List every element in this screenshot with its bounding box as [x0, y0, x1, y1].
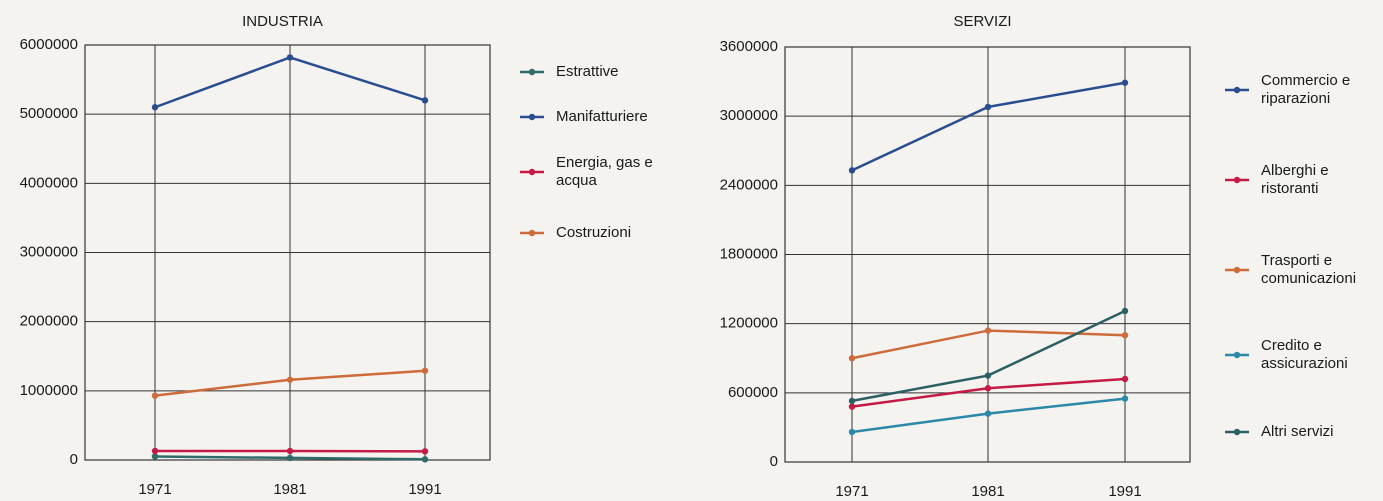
- point: [1121, 395, 1129, 402]
- point: [848, 167, 856, 174]
- x-tick-label: 1971: [835, 483, 868, 500]
- y-tick-label: 0: [70, 451, 78, 468]
- y-tick-label: 600000: [728, 384, 778, 401]
- point: [151, 447, 159, 455]
- legend-dot: [528, 113, 536, 121]
- chart-title: SERVIZI: [953, 13, 1011, 30]
- legend-dot: [1233, 351, 1241, 359]
- point: [151, 392, 159, 399]
- point: [984, 385, 992, 392]
- point: [286, 454, 294, 462]
- y-tick-label: 2400000: [720, 176, 778, 193]
- y-tick-label: 5000000: [20, 105, 78, 122]
- y-tick-label: 3000000: [20, 243, 78, 260]
- y-tick-label: 3000000: [720, 107, 778, 124]
- y-tick-label: 4000000: [20, 174, 78, 191]
- x-tick-label: 1981: [971, 483, 1004, 500]
- legend-label: Costruzioni: [556, 224, 632, 241]
- y-tick-label: 6000000: [20, 36, 78, 53]
- point: [984, 103, 992, 111]
- point: [984, 410, 992, 417]
- legend-label: Credito e assicurazioni: [1261, 337, 1348, 372]
- legend-label: Commercio e riparazioni: [1261, 72, 1351, 107]
- point: [421, 367, 429, 374]
- x-tick-label: 1991: [408, 481, 441, 498]
- point: [984, 372, 992, 379]
- legend-dot: [528, 168, 536, 176]
- chart-title: INDUSTRIA: [242, 13, 323, 30]
- legend-label: Manifatturiere: [556, 108, 648, 125]
- y-tick-label: 1200000: [720, 315, 778, 332]
- x-tick-label: 1971: [138, 481, 171, 498]
- point: [848, 428, 856, 436]
- point: [848, 403, 856, 410]
- x-tick-label: 1981: [273, 481, 306, 498]
- point: [1121, 375, 1129, 383]
- y-tick-label: 2000000: [20, 313, 78, 330]
- legend-dot: [1233, 266, 1241, 274]
- point: [151, 104, 159, 111]
- legend-dot: [1233, 86, 1241, 94]
- legend-dot: [1233, 428, 1241, 436]
- point: [1121, 79, 1129, 86]
- y-tick-label: 1000000: [20, 382, 78, 399]
- point: [1121, 331, 1129, 339]
- legend-dot: [1233, 176, 1241, 184]
- legend-label: Estrattive: [556, 63, 619, 80]
- point: [421, 97, 429, 104]
- point: [286, 376, 294, 383]
- legend-label: Trasporti e comunicazioni: [1261, 252, 1357, 287]
- point: [848, 355, 856, 362]
- plot-frame: [84, 44, 491, 461]
- y-tick-label: 0: [770, 453, 778, 470]
- point: [286, 54, 294, 61]
- point: [151, 453, 159, 460]
- legend-label: Alberghi e ristoranti: [1261, 162, 1329, 197]
- legend-dot: [528, 229, 536, 237]
- point: [1121, 307, 1129, 315]
- point: [984, 327, 992, 334]
- x-tick-label: 1991: [1108, 483, 1141, 500]
- point: [286, 447, 294, 455]
- point: [421, 448, 429, 455]
- legend-dot: [528, 68, 536, 76]
- legend-label: Energia, gas e acqua: [556, 154, 653, 189]
- y-tick-label: 3600000: [720, 38, 778, 55]
- point: [848, 397, 856, 405]
- legend-label: Altri servizi: [1261, 423, 1334, 440]
- y-tick-label: 1800000: [720, 245, 778, 262]
- point: [421, 456, 429, 463]
